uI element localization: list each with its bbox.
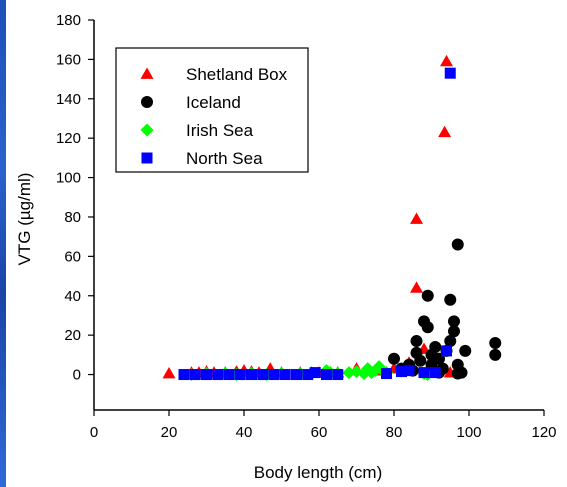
- y-tick-label: 140: [56, 91, 81, 108]
- data-point: [444, 293, 457, 306]
- legend-label: Irish Sea: [186, 121, 254, 140]
- x-tick-label: 80: [386, 424, 403, 441]
- data-point: [396, 366, 407, 378]
- legend: Shetland Box Iceland Irish Sea North Sea: [115, 47, 309, 173]
- y-axis-title: VTG (µg/ml): [15, 173, 34, 266]
- data-point: [381, 368, 392, 380]
- data-point: [291, 369, 302, 381]
- x-tick-label: 120: [531, 424, 556, 441]
- data-point: [342, 366, 356, 380]
- data-point: [321, 369, 332, 381]
- data-point: [410, 281, 423, 293]
- data-point: [438, 125, 452, 138]
- x-tick-label: 40: [236, 424, 253, 441]
- data-point: [418, 367, 430, 379]
- legend-marker: [140, 67, 154, 79]
- data-point: [279, 369, 291, 381]
- data-point: [421, 289, 434, 302]
- x-axis-ticks: 0 20 40 60 80 100 120: [90, 410, 557, 441]
- legend-label: Iceland: [186, 93, 241, 112]
- y-tick-label: 80: [64, 209, 81, 226]
- x-axis-title: Body length (cm): [254, 463, 383, 482]
- y-tick-label: 180: [56, 12, 81, 29]
- data-point: [302, 369, 314, 381]
- data-point: [403, 365, 415, 377]
- series-iceland: [388, 238, 502, 380]
- y-axis-ticks: 0 20 40 60 80 100 120 140 160 180: [56, 12, 94, 384]
- data-point: [429, 367, 441, 379]
- data-point: [162, 367, 176, 379]
- data-point: [414, 354, 427, 367]
- data-point: [388, 352, 400, 365]
- x-tick-label: 20: [161, 424, 178, 441]
- data-point: [440, 54, 453, 67]
- x-tick-label: 0: [90, 424, 98, 441]
- data-point: [234, 369, 246, 381]
- legend-label: North Sea: [186, 149, 263, 168]
- background-strip: [0, 0, 6, 487]
- data-point: [451, 238, 464, 251]
- data-point: [178, 369, 190, 381]
- data-point: [410, 212, 423, 224]
- series-north-sea: [178, 67, 456, 381]
- legend-marker: [140, 123, 154, 137]
- data-point: [309, 367, 321, 379]
- data-point: [410, 335, 423, 348]
- y-tick-label: 20: [64, 327, 81, 344]
- data-point: [441, 345, 452, 357]
- data-point: [257, 369, 269, 381]
- data-point: [246, 369, 257, 381]
- data-points: [162, 54, 502, 382]
- data-point: [444, 67, 456, 79]
- legend-marker: [141, 152, 153, 164]
- y-tick-label: 160: [56, 51, 81, 68]
- legend-marker: [141, 96, 153, 108]
- x-tick-label: 100: [456, 424, 481, 441]
- data-point: [448, 315, 460, 328]
- y-tick-label: 60: [64, 248, 81, 265]
- legend-box: [115, 47, 309, 173]
- data-point: [459, 344, 472, 357]
- data-point: [212, 369, 224, 381]
- data-point: [429, 340, 442, 353]
- data-point: [201, 369, 212, 381]
- data-point: [448, 325, 460, 338]
- data-point: [444, 335, 457, 348]
- y-tick-label: 120: [56, 130, 81, 147]
- data-point: [223, 369, 235, 381]
- data-point: [489, 348, 502, 361]
- data-point: [455, 366, 468, 379]
- data-point: [189, 369, 201, 381]
- y-tick-label: 40: [64, 288, 81, 305]
- x-tick-label: 60: [311, 424, 328, 441]
- data-point: [489, 337, 502, 350]
- y-tick-label: 100: [56, 170, 81, 187]
- legend-label: Shetland Box: [186, 65, 288, 84]
- data-point: [268, 369, 280, 381]
- data-point: [332, 369, 344, 381]
- data-point: [421, 321, 434, 334]
- y-tick-label: 0: [73, 367, 81, 384]
